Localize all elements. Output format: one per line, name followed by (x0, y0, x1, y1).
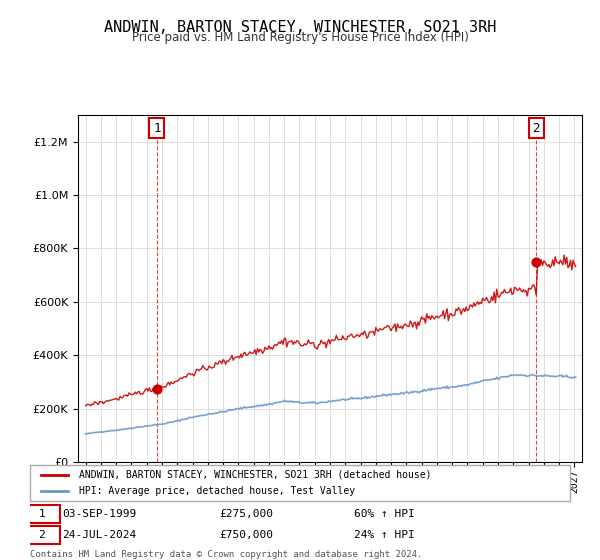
Text: Contains HM Land Registry data © Crown copyright and database right 2024.
This d: Contains HM Land Registry data © Crown c… (30, 550, 422, 560)
Text: 03-SEP-1999: 03-SEP-1999 (62, 509, 137, 519)
Text: ANDWIN, BARTON STACEY, WINCHESTER, SO21 3RH (detached house): ANDWIN, BARTON STACEY, WINCHESTER, SO21 … (79, 470, 431, 480)
Text: 1: 1 (153, 122, 161, 135)
Text: £275,000: £275,000 (219, 509, 273, 519)
Text: HPI: Average price, detached house, Test Valley: HPI: Average price, detached house, Test… (79, 486, 355, 496)
FancyBboxPatch shape (30, 465, 570, 501)
Text: 1: 1 (38, 509, 45, 519)
Point (532, 257, 541, 266)
FancyBboxPatch shape (25, 505, 60, 523)
Text: 24-JUL-2024: 24-JUL-2024 (62, 530, 137, 540)
FancyBboxPatch shape (25, 526, 60, 544)
Text: 2: 2 (532, 122, 540, 135)
Text: Price paid vs. HM Land Registry's House Price Index (HPI): Price paid vs. HM Land Registry's House … (131, 31, 469, 44)
Point (152, 384, 162, 393)
Text: ANDWIN, BARTON STACEY, WINCHESTER, SO21 3RH: ANDWIN, BARTON STACEY, WINCHESTER, SO21 … (104, 20, 496, 35)
Text: 60% ↑ HPI: 60% ↑ HPI (354, 509, 415, 519)
Text: 24% ↑ HPI: 24% ↑ HPI (354, 530, 415, 540)
Text: £750,000: £750,000 (219, 530, 273, 540)
Text: 2: 2 (38, 530, 45, 540)
